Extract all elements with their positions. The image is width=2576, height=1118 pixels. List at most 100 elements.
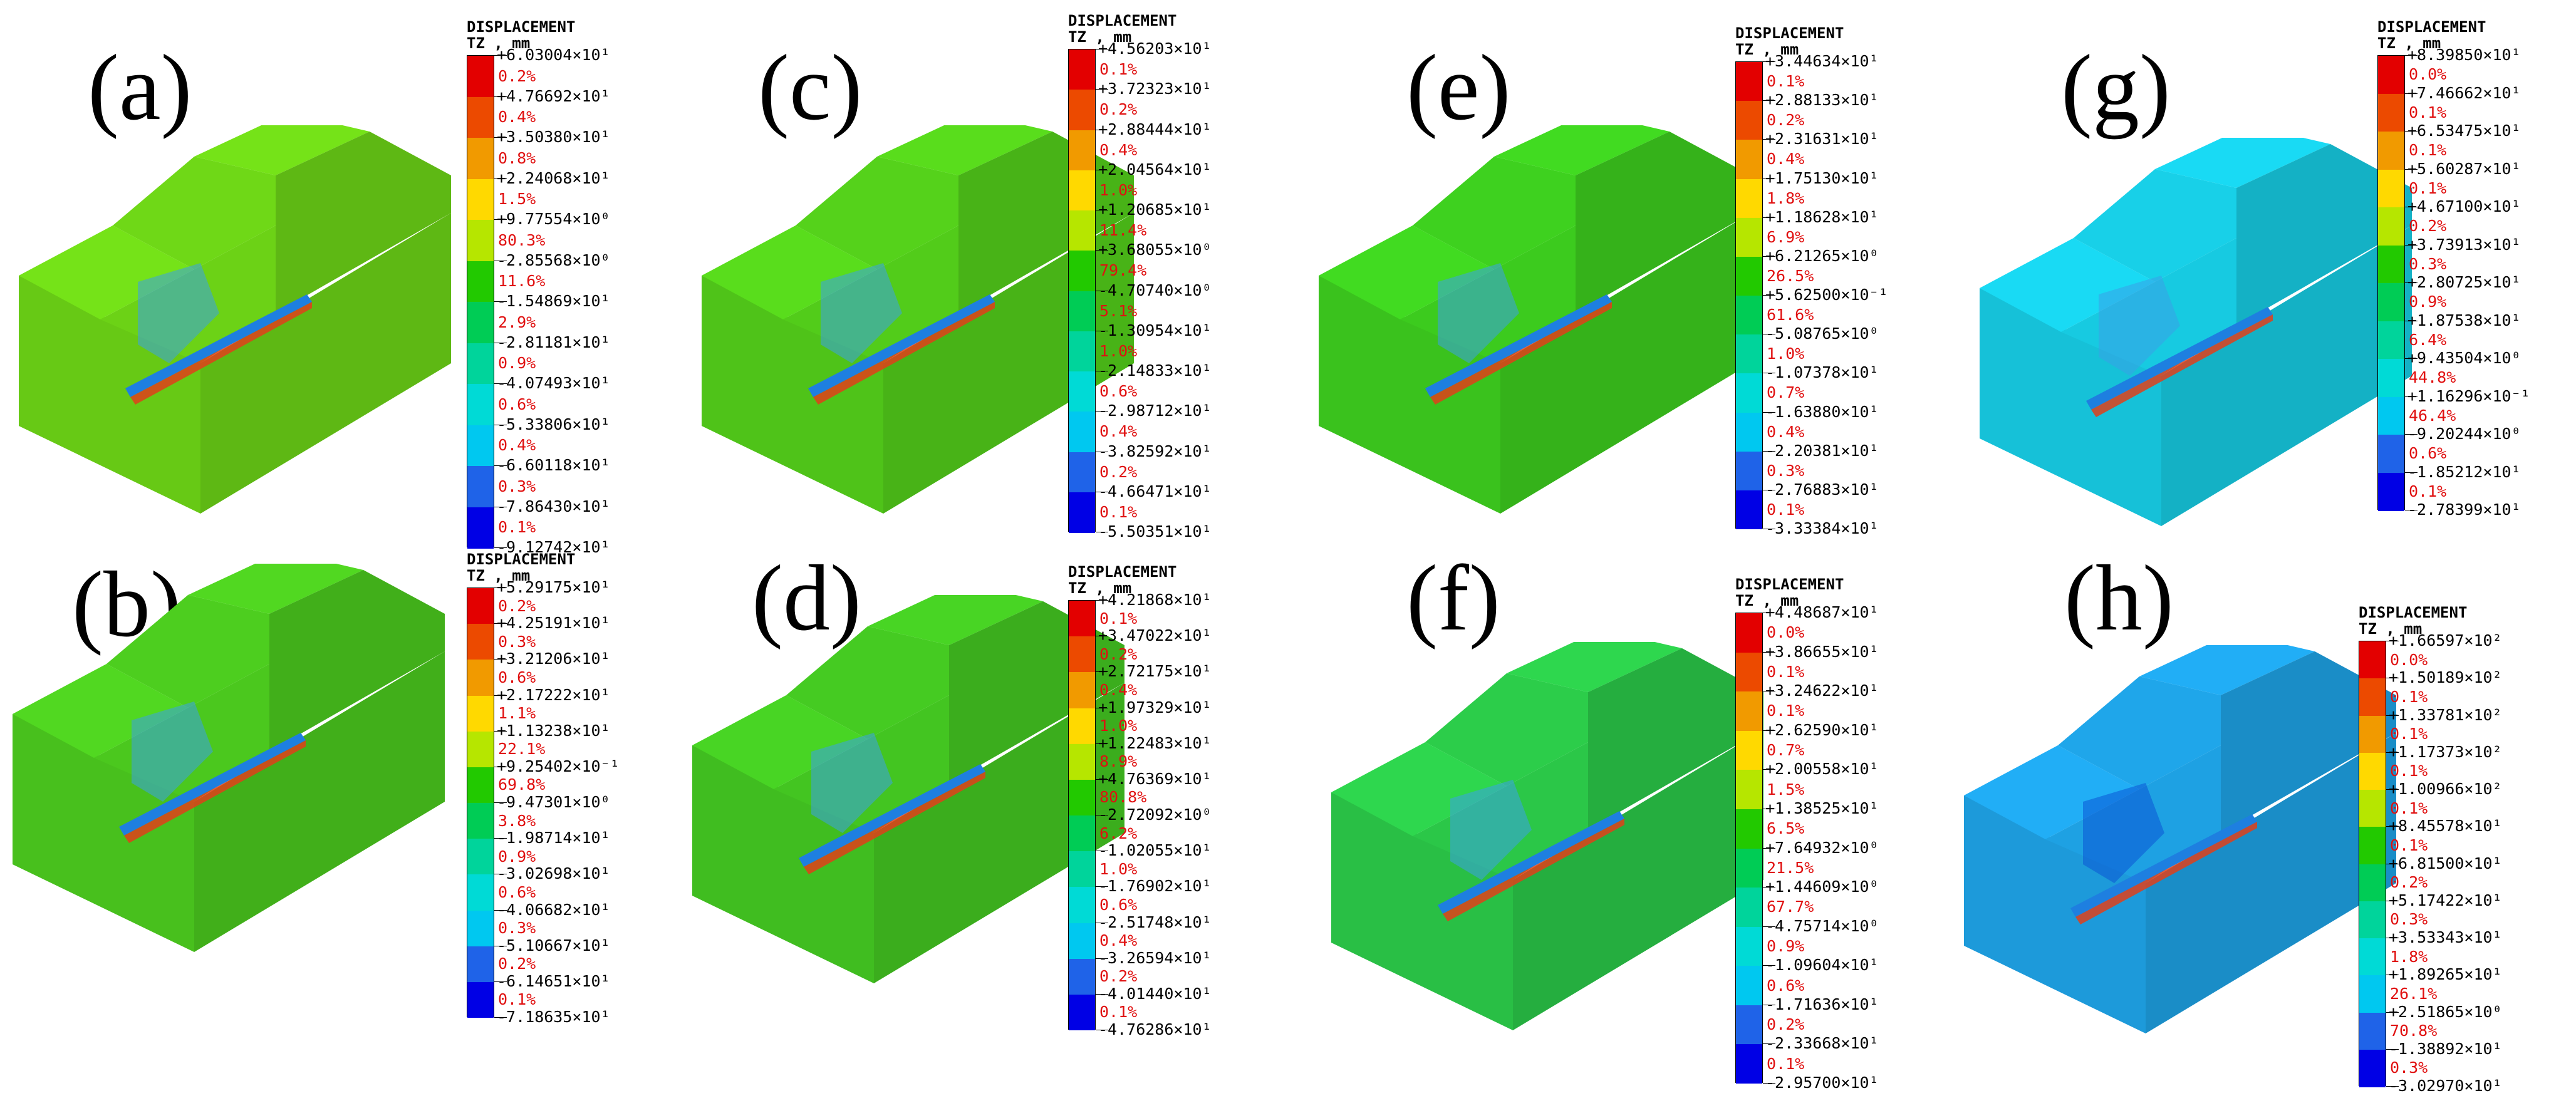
legend-percent: 0.6%	[498, 668, 536, 686]
anchor-beam	[2070, 814, 2257, 917]
color-band	[1069, 601, 1095, 637]
color-band	[2378, 207, 2404, 246]
back-side	[2221, 651, 2396, 833]
legend-tick	[1096, 958, 1108, 959]
legend-percent: 79.4%	[1099, 261, 1147, 280]
legend-percent: 0.8%	[498, 148, 536, 167]
legend-header: DISPLACEMENT	[467, 18, 576, 36]
legend-percent: 0.4%	[498, 108, 536, 127]
model-e	[1319, 125, 1751, 514]
color-band	[2378, 169, 2404, 208]
legend-value: -6.60118×10¹	[497, 456, 610, 474]
legend-percent: 1.0%	[1099, 341, 1138, 360]
legend-value: +5.62500×10⁻¹	[1765, 286, 1888, 304]
color-band	[2378, 435, 2404, 473]
legend-value: +2.88444×10¹	[1098, 120, 1212, 138]
legend-percent: 0.4%	[1099, 422, 1138, 441]
legend-percent: 0.9%	[498, 354, 536, 373]
legend-percent: 0.4%	[1099, 680, 1138, 699]
top-high	[1507, 642, 1682, 692]
legend-value: -4.70740×10⁰	[1098, 281, 1212, 299]
legend-tick	[494, 219, 507, 220]
legend-tick	[494, 301, 507, 302]
legend-value: +3.73913×10¹	[2407, 235, 2521, 254]
legend-percent: 0.6%	[2409, 444, 2447, 463]
legend-tick	[1763, 411, 1775, 413]
model-a	[19, 125, 451, 514]
color-band	[1069, 251, 1095, 291]
legend-value: +1.75130×10¹	[1765, 168, 1879, 187]
legend-value: -5.08765×10⁰	[1765, 324, 1879, 343]
color-band	[467, 588, 494, 624]
displacement-zone-red	[124, 740, 306, 843]
legend-tick	[1096, 89, 1108, 90]
color-band	[2359, 864, 2386, 902]
front-face	[692, 745, 874, 983]
color-band	[1736, 62, 1762, 101]
legend-percent: 6.9%	[1767, 227, 1805, 246]
legend-tick	[494, 465, 507, 466]
legend-value: -7.18635×10¹	[497, 1008, 610, 1026]
legend-header: DISPLACEMENT	[1068, 563, 1177, 581]
legend-value: +2.72175×10¹	[1098, 662, 1212, 681]
legend-value: +1.66597×10²	[2389, 631, 2502, 650]
legend-value: -4.06682×10¹	[497, 900, 610, 919]
legend-value: +5.60287×10¹	[2407, 159, 2521, 178]
legend-value: +4.48687×10¹	[1765, 603, 1879, 621]
legend-percent: 61.6%	[1767, 306, 1814, 324]
slope-face	[113, 157, 276, 269]
legend-tick	[2386, 789, 2399, 790]
legend-value: -1.71636×10¹	[1765, 995, 1879, 1013]
color-band	[467, 466, 494, 507]
legend-percent: 1.5%	[498, 190, 536, 209]
color-band	[2359, 641, 2386, 679]
top-low	[1331, 742, 1507, 836]
legend-value: -1.09604×10¹	[1765, 956, 1879, 975]
legend-a: DISPLACEMENT TZ , mm +6.03004×10¹ +4.76692×…	[467, 19, 680, 557]
color-band	[1069, 130, 1095, 171]
slope-face	[1425, 673, 1588, 786]
front-face	[702, 276, 883, 514]
displacement-zone-blue	[2083, 783, 2164, 883]
displacement-zone-blue	[1450, 780, 1532, 880]
legend-percent: 70.8%	[2390, 1022, 2438, 1040]
right-face	[1513, 730, 1763, 1030]
legend-percent: 0.1%	[2409, 141, 2447, 160]
legend-value: +2.00558×10¹	[1765, 760, 1879, 779]
front-face	[1319, 276, 1500, 514]
legend-tick	[1763, 100, 1775, 101]
back-side	[1588, 648, 1763, 830]
color-band	[1069, 708, 1095, 745]
legend-tick	[494, 730, 507, 732]
legend-value: -6.14651×10¹	[497, 971, 610, 990]
slope-face	[1413, 157, 1576, 269]
legend-value: -3.33384×10¹	[1765, 519, 1879, 537]
color-band	[1736, 217, 1762, 257]
legend-value: +3.68055×10⁰	[1098, 241, 1212, 259]
legend-percent: 0.7%	[1767, 383, 1805, 402]
front-face	[1980, 288, 2161, 526]
legend-tick	[494, 623, 507, 624]
legend-tick	[494, 137, 507, 138]
legend-tick	[1763, 769, 1775, 770]
legend-percent: 1.0%	[1767, 344, 1805, 363]
legend-percent: 0.3%	[498, 632, 536, 651]
displacement-zone-red	[2091, 314, 2273, 417]
legend-value: -3.02698×10¹	[497, 864, 610, 883]
legend-percent: 0.2%	[1767, 111, 1805, 130]
legend-value: -2.85568×10⁰	[497, 251, 610, 269]
color-band	[1069, 170, 1095, 211]
top-high	[1494, 125, 1670, 175]
legend-tick	[494, 1017, 507, 1018]
legend-percent: 0.4%	[1099, 140, 1138, 159]
legend-percent: 69.8%	[498, 775, 546, 794]
legend-percent: 1.8%	[1767, 189, 1805, 207]
legend-value: +2.80725×10¹	[2407, 273, 2521, 291]
legend-value: +1.20685×10¹	[1098, 200, 1212, 219]
legend-value: +1.22483×10¹	[1098, 733, 1212, 752]
color-band	[2359, 975, 2386, 1013]
legend-percent: 0.6%	[1099, 382, 1138, 401]
color-band	[467, 261, 494, 303]
color-band	[1069, 887, 1095, 923]
color-band	[2378, 132, 2404, 170]
